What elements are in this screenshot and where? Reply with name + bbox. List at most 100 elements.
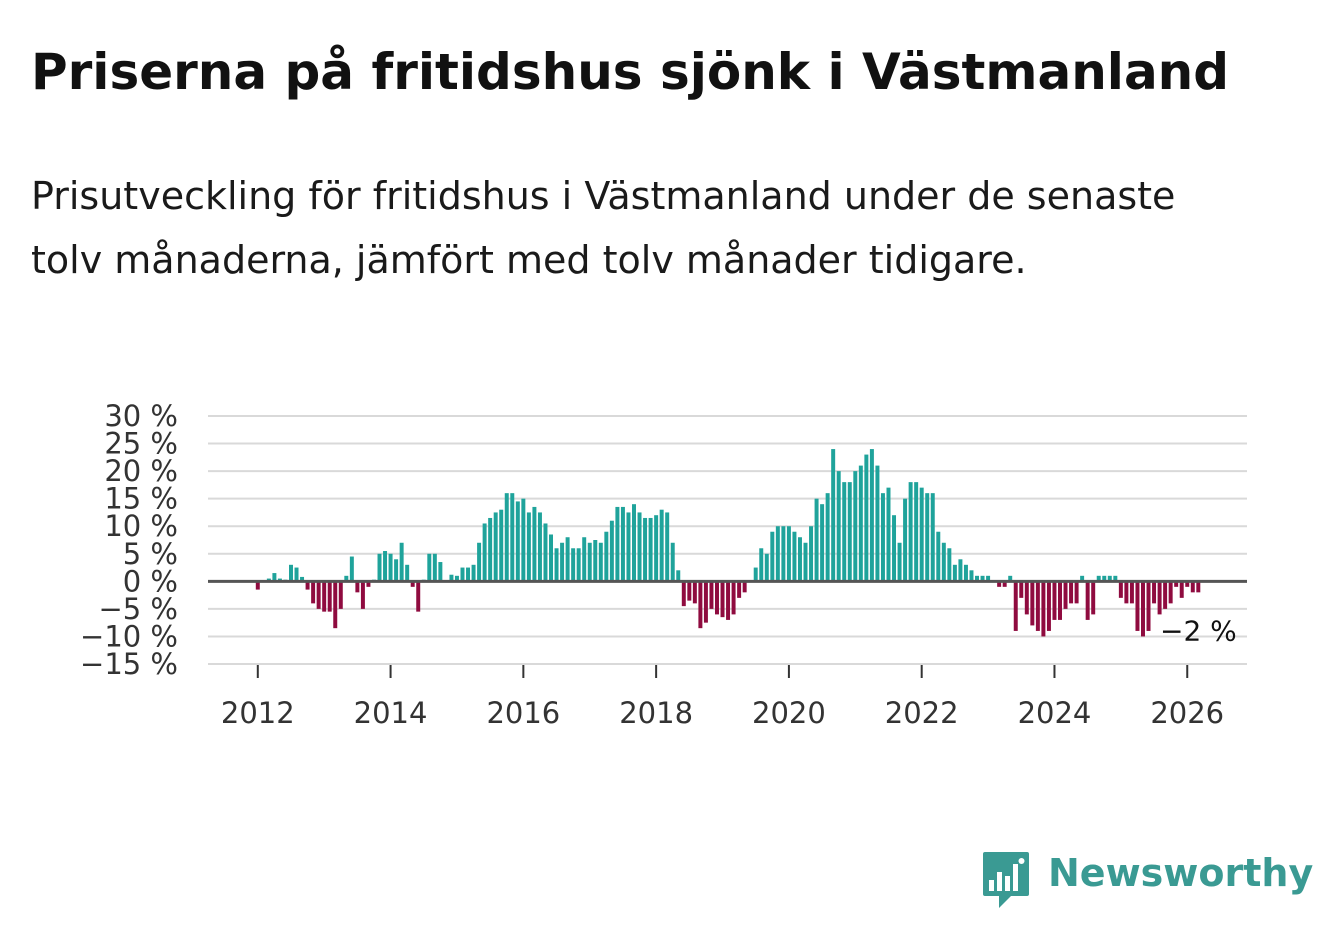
data-bar xyxy=(1135,581,1140,631)
data-bar xyxy=(582,537,587,582)
newsworthy-bar-chart-icon xyxy=(983,852,1029,908)
data-bar xyxy=(1196,581,1201,593)
data-bar xyxy=(1074,581,1079,604)
data-bar xyxy=(914,482,919,582)
data-bar xyxy=(322,581,327,612)
data-bar xyxy=(399,542,404,582)
gridlines xyxy=(208,415,1247,665)
y-tick-label: 0 % xyxy=(123,564,178,598)
y-tick-label: 30 % xyxy=(104,399,178,433)
data-bar xyxy=(698,581,703,629)
data-bar xyxy=(587,542,592,582)
data-bar xyxy=(997,581,1002,587)
data-bar xyxy=(952,564,957,582)
data-bar xyxy=(1052,581,1057,620)
data-bar xyxy=(775,526,780,582)
data-bar xyxy=(549,534,553,582)
data-bar xyxy=(488,517,493,582)
data-bar xyxy=(703,581,708,623)
data-bar xyxy=(803,542,808,582)
data-bar xyxy=(936,531,941,582)
data-bar xyxy=(1107,575,1112,582)
data-bar xyxy=(847,482,852,582)
data-bar xyxy=(593,540,598,582)
data-bar xyxy=(1146,581,1151,631)
data-bar xyxy=(1080,575,1085,582)
data-bar xyxy=(665,512,670,582)
data-bar xyxy=(637,512,642,582)
data-bar xyxy=(416,581,421,612)
x-tick-label: 2012 xyxy=(221,696,295,730)
data-bar xyxy=(1190,581,1195,593)
data-bar xyxy=(289,564,293,582)
data-bar xyxy=(1046,581,1051,631)
data-bar xyxy=(648,517,653,582)
last-value-annotation: −2 % xyxy=(1160,614,1237,647)
data-bar xyxy=(809,526,814,582)
bar-series xyxy=(255,449,1201,637)
newsworthy-logo: Newsworthy xyxy=(981,850,1313,914)
data-bar xyxy=(875,465,880,582)
data-bar xyxy=(272,573,277,582)
data-bar xyxy=(510,493,515,582)
data-bar xyxy=(836,471,841,582)
data-bar xyxy=(366,581,371,587)
data-bar xyxy=(853,471,858,582)
data-bar xyxy=(737,581,742,598)
data-bar xyxy=(864,454,869,582)
data-bar xyxy=(504,493,509,582)
data-bar xyxy=(720,581,725,618)
data-bar xyxy=(604,531,609,582)
data-bar xyxy=(1163,581,1168,609)
data-bar xyxy=(1096,575,1101,582)
data-bar xyxy=(432,553,437,582)
data-bar xyxy=(692,581,697,604)
y-tick-label: −5 % xyxy=(98,592,178,626)
data-bar xyxy=(892,515,897,582)
data-bar xyxy=(825,493,830,582)
data-bar xyxy=(1024,581,1029,615)
data-bar xyxy=(349,556,354,582)
data-bar xyxy=(543,523,548,582)
data-bar xyxy=(975,575,979,582)
data-bar xyxy=(880,493,885,582)
data-bar xyxy=(687,581,692,601)
data-bar xyxy=(670,542,675,582)
x-tick-label: 2018 xyxy=(619,696,693,730)
data-bar xyxy=(1041,581,1046,637)
data-bar xyxy=(742,581,747,593)
data-bar xyxy=(477,542,482,582)
data-bar xyxy=(925,493,930,582)
chart-title: Priserna på fritidshus sjönk i Västmanla… xyxy=(31,43,1230,101)
data-bar xyxy=(471,564,476,582)
data-bar xyxy=(919,487,924,582)
data-bar xyxy=(311,581,316,604)
data-bar xyxy=(499,509,504,582)
data-bar xyxy=(1063,581,1068,609)
data-bar xyxy=(963,564,968,582)
data-bar xyxy=(1113,575,1118,582)
data-bar xyxy=(632,504,636,582)
data-bar xyxy=(598,542,603,582)
data-bar xyxy=(427,553,432,582)
data-bar xyxy=(410,581,415,587)
data-bar xyxy=(615,506,620,582)
data-bar xyxy=(1002,581,1007,587)
data-bar xyxy=(571,548,576,582)
y-tick-label: −15 % xyxy=(80,647,178,681)
data-bar xyxy=(576,548,581,582)
data-bar xyxy=(338,581,343,609)
data-bar xyxy=(1185,581,1190,587)
x-tick-label: 2024 xyxy=(1018,696,1092,730)
data-bar xyxy=(521,498,526,582)
data-bar xyxy=(786,526,791,582)
data-bar xyxy=(759,548,764,582)
data-bar xyxy=(1141,581,1145,637)
data-bar xyxy=(654,515,659,582)
data-bar xyxy=(609,520,614,582)
data-bar xyxy=(1008,575,1013,582)
data-bar xyxy=(764,553,769,582)
data-bar xyxy=(659,509,664,582)
data-bar xyxy=(360,581,365,609)
y-tick-label: 15 % xyxy=(104,482,178,516)
